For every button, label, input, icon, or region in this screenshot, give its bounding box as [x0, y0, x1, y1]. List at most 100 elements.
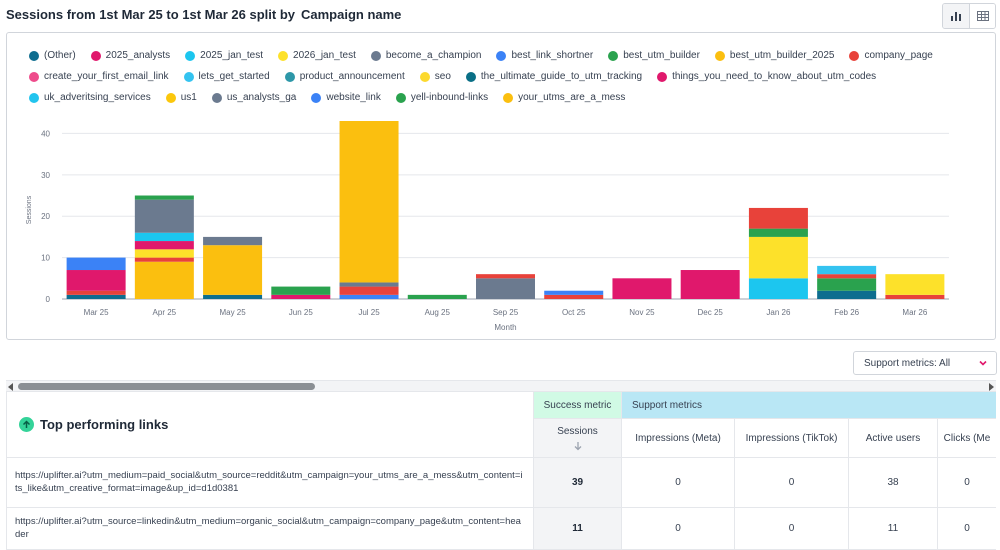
- column-header[interactable]: Sessions: [534, 419, 622, 458]
- column-header[interactable]: Active users: [849, 419, 938, 458]
- legend-label: things_you_need_to_know_about_utm_codes: [672, 71, 877, 82]
- chart-view-button[interactable]: [943, 4, 969, 28]
- legend-item[interactable]: 2025_jan_test: [185, 50, 263, 61]
- legend-item[interactable]: lets_get_started: [183, 71, 270, 82]
- bar-segment: [817, 278, 877, 291]
- x-tick-label: Jun 25: [289, 308, 314, 317]
- legend-label: yell-inbound-links: [410, 92, 489, 103]
- bar-segment: [134, 241, 194, 250]
- legend-row: (Other) 2025_analysts 2025_jan_test 2026_ja…: [29, 45, 979, 66]
- legend-swatch: [29, 92, 39, 103]
- report-header: Sessions from 1st Mar 25 to 1st Mar 26 s…: [0, 0, 1000, 32]
- bar-segment: [339, 121, 399, 283]
- legend-item[interactable]: 2026_jan_test: [278, 50, 356, 61]
- table-view-button[interactable]: [969, 4, 995, 28]
- legend-label: uk_adveritsing_services: [44, 92, 151, 103]
- arrow-up-icon: [19, 417, 34, 432]
- bar-segment: [339, 282, 399, 287]
- legend-item[interactable]: best_utm_builder: [608, 50, 700, 61]
- legend-item[interactable]: uk_adveritsing_services: [29, 92, 151, 103]
- legend-item[interactable]: things_you_need_to_know_about_utm_codes: [657, 71, 876, 82]
- table-icon: [976, 11, 989, 21]
- scroll-left-arrow[interactable]: [8, 383, 13, 391]
- legend-item[interactable]: company_page: [849, 50, 933, 61]
- link-url[interactable]: https://uplifter.ai?utm_source=linkedin&…: [7, 508, 534, 550]
- legend-item[interactable]: (Other): [29, 50, 76, 61]
- horizontal-scrollbar[interactable]: [6, 380, 996, 392]
- x-tick-label: Feb 26: [834, 308, 859, 317]
- scrollbar-thumb[interactable]: [18, 383, 315, 390]
- legend-swatch: [714, 50, 725, 61]
- x-tick-label: Sep 25: [493, 308, 519, 317]
- bar-segment: [134, 232, 194, 242]
- table-cell-text: 11: [887, 523, 899, 534]
- bar-segment: [885, 274, 945, 295]
- legend-label: best_utm_builder_2025: [729, 50, 835, 61]
- column-header[interactable]: Clicks (Me: [938, 419, 996, 458]
- x-tick-label: Jan 26: [766, 308, 791, 317]
- x-tick-label: Aug 25: [425, 308, 451, 317]
- y-axis-label: Sessions: [26, 195, 33, 224]
- view-toggle: [942, 3, 996, 29]
- bar-segment: [203, 236, 263, 246]
- table-title-text: Top performing links: [40, 417, 169, 432]
- bar-segment: [544, 290, 604, 295]
- column-header[interactable]: Impressions (TikTok): [735, 419, 849, 458]
- legend-item[interactable]: website_link: [311, 92, 381, 103]
- bar-segment: [817, 290, 877, 299]
- column-header-text: Impressions (TikTok): [745, 432, 838, 444]
- table-cell-text: 39: [571, 477, 584, 488]
- legend-swatch: [211, 92, 222, 103]
- legend-label: create_your_first_email_link: [44, 71, 169, 82]
- page-title: Sessions from 1st Mar 25 to 1st Mar 26 s…: [6, 7, 401, 22]
- legend-swatch: [284, 71, 295, 82]
- sort-desc-icon[interactable]: [573, 441, 583, 451]
- legend-swatch: [29, 71, 39, 82]
- column-header-text: Active users: [865, 432, 921, 444]
- legend-item[interactable]: your_utms_are_a_mess: [503, 92, 625, 103]
- table-cell: 0: [622, 508, 735, 550]
- legend-item[interactable]: yell-inbound-links: [395, 92, 489, 103]
- legend-item[interactable]: seo: [419, 71, 451, 82]
- bar-segment: [817, 274, 877, 279]
- legend-item[interactable]: product_announcement: [284, 71, 405, 82]
- bar-segment: [66, 257, 126, 271]
- bar-segment: [748, 278, 808, 299]
- x-tick-label: Mar 26: [902, 308, 927, 317]
- bar-segment: [476, 278, 535, 299]
- legend-label: product_announcement: [299, 71, 405, 82]
- legend-item[interactable]: best_link_shortner: [496, 50, 593, 61]
- link-url[interactable]: https://uplifter.ai?utm_medium=paid_soci…: [7, 458, 534, 508]
- legend-item[interactable]: create_your_first_email_link: [29, 71, 169, 82]
- table-cell: 39: [534, 458, 622, 508]
- legend-label: best_utm_builder: [623, 50, 700, 61]
- scroll-right-arrow[interactable]: [989, 383, 994, 391]
- support-metrics-select[interactable]: Support metrics: All: [853, 351, 997, 375]
- bar-segment: [134, 199, 194, 233]
- y-tick-label: 30: [41, 171, 50, 180]
- support-metrics-label: Support metrics: All: [864, 357, 951, 369]
- legend-label: us_analysts_ga: [226, 92, 297, 103]
- legend-item[interactable]: best_utm_builder_2025: [714, 50, 835, 61]
- bar-segment: [339, 294, 399, 299]
- split-dimension[interactable]: Campaign name: [301, 7, 402, 22]
- y-tick-label: 40: [41, 129, 50, 138]
- legend-item[interactable]: 2025_analysts: [90, 50, 170, 61]
- legend-row: create_your_first_email_link lets_get_sta…: [29, 66, 979, 87]
- table-cell: 0: [622, 458, 735, 508]
- group-header-success: Success metric: [534, 392, 622, 419]
- legend-label: (Other): [44, 50, 76, 61]
- legend-item[interactable]: us_analysts_ga: [211, 92, 297, 103]
- x-tick-label: Oct 25: [562, 308, 586, 317]
- legend-item[interactable]: us1: [165, 92, 197, 103]
- legend-label: your_utms_are_a_mess: [518, 92, 626, 103]
- legend-item[interactable]: become_a_champion: [370, 50, 481, 61]
- table-cell-text: 11: [572, 523, 583, 534]
- legend-item[interactable]: the_ultimate_guide_to_utm_tracking: [465, 71, 642, 82]
- table-cell: 0: [735, 508, 849, 550]
- bar-segment: [817, 265, 877, 275]
- bar-segment: [66, 290, 126, 295]
- column-header[interactable]: Impressions (Meta): [622, 419, 735, 458]
- column-header-text: Sessions: [557, 425, 598, 437]
- y-tick-label: 0: [46, 295, 51, 304]
